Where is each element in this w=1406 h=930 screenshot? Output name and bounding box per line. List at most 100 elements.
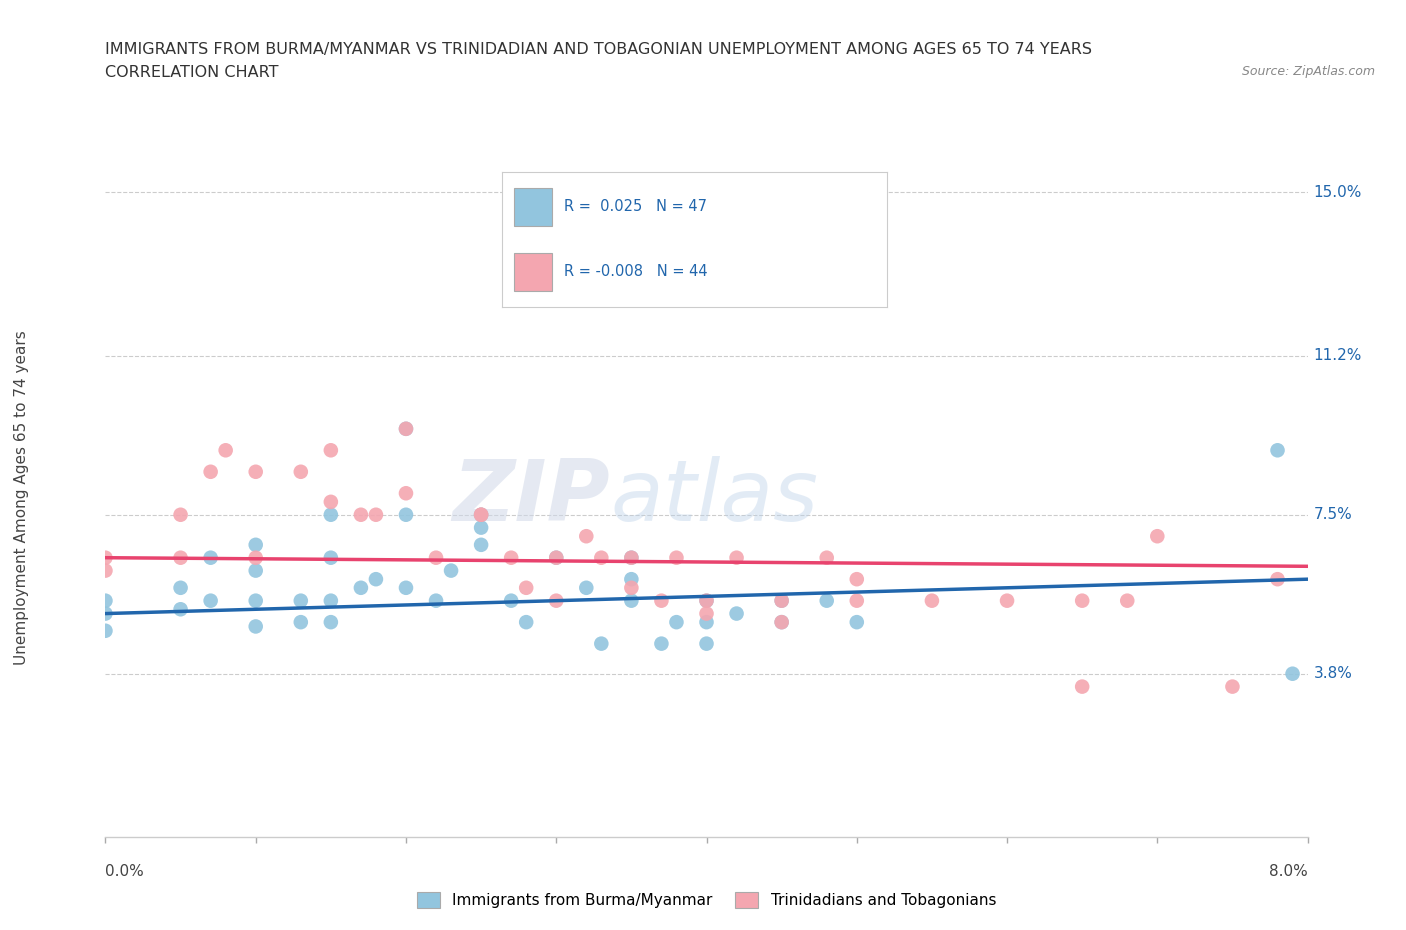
Point xyxy=(470,538,492,552)
Point xyxy=(515,615,537,630)
Point xyxy=(319,615,342,630)
Point xyxy=(515,580,537,595)
Point xyxy=(169,507,191,522)
Point xyxy=(395,485,418,500)
Point xyxy=(620,551,643,565)
Point xyxy=(94,623,117,638)
Point xyxy=(1071,679,1094,694)
Point xyxy=(546,551,568,565)
Text: Unemployment Among Ages 65 to 74 years: Unemployment Among Ages 65 to 74 years xyxy=(14,330,28,665)
Point xyxy=(501,593,523,608)
Point xyxy=(245,619,267,634)
Text: 8.0%: 8.0% xyxy=(1268,864,1308,879)
Point xyxy=(200,464,222,479)
Point xyxy=(770,615,793,630)
Point xyxy=(1267,572,1289,587)
Point xyxy=(290,615,312,630)
Point xyxy=(620,572,643,587)
Point xyxy=(319,495,342,510)
Point xyxy=(470,507,492,522)
Point xyxy=(290,593,312,608)
Point xyxy=(94,593,117,608)
Point xyxy=(995,593,1018,608)
Point xyxy=(546,593,568,608)
Point xyxy=(200,593,222,608)
Point xyxy=(395,580,418,595)
Point xyxy=(591,551,613,565)
Point xyxy=(921,593,943,608)
Legend: Immigrants from Burma/Myanmar, Trinidadians and Tobagonians: Immigrants from Burma/Myanmar, Trinidadi… xyxy=(411,886,1002,914)
Point xyxy=(245,538,267,552)
Point xyxy=(845,572,868,587)
Point xyxy=(169,551,191,565)
Point xyxy=(395,507,418,522)
Point xyxy=(1146,529,1168,544)
Point xyxy=(1267,443,1289,458)
Point xyxy=(546,551,568,565)
Point xyxy=(845,615,868,630)
Point xyxy=(364,572,387,587)
Text: 15.0%: 15.0% xyxy=(1313,185,1362,200)
Point xyxy=(245,464,267,479)
Point xyxy=(591,636,613,651)
Point xyxy=(470,520,492,535)
Point xyxy=(470,507,492,522)
Text: Source: ZipAtlas.com: Source: ZipAtlas.com xyxy=(1241,65,1375,78)
Point xyxy=(696,636,718,651)
Point xyxy=(245,564,267,578)
Point xyxy=(696,606,718,621)
Point xyxy=(440,564,463,578)
Point xyxy=(650,593,672,608)
Point xyxy=(470,507,492,522)
Point xyxy=(620,551,643,565)
Text: 3.8%: 3.8% xyxy=(1313,666,1353,681)
Point xyxy=(350,580,373,595)
Point xyxy=(319,593,342,608)
Point xyxy=(696,593,718,608)
Point xyxy=(94,606,117,621)
Point xyxy=(665,615,688,630)
Point xyxy=(214,443,236,458)
Point xyxy=(696,615,718,630)
Point xyxy=(650,636,672,651)
Point xyxy=(319,551,342,565)
Point xyxy=(665,551,688,565)
Point xyxy=(425,551,447,565)
Point xyxy=(725,551,748,565)
Point xyxy=(501,551,523,565)
Text: 0.0%: 0.0% xyxy=(105,864,145,879)
Point xyxy=(620,593,643,608)
Point xyxy=(245,551,267,565)
Text: CORRELATION CHART: CORRELATION CHART xyxy=(105,65,278,80)
Text: atlas: atlas xyxy=(610,456,818,539)
Point xyxy=(350,507,373,522)
Point xyxy=(94,564,117,578)
Point xyxy=(395,421,418,436)
Point xyxy=(770,615,793,630)
Point xyxy=(94,551,117,565)
Point xyxy=(770,593,793,608)
Point xyxy=(245,593,267,608)
Point xyxy=(575,580,598,595)
Point xyxy=(169,602,191,617)
Point xyxy=(364,507,387,522)
Point xyxy=(696,593,718,608)
Text: 7.5%: 7.5% xyxy=(1313,507,1353,523)
Point xyxy=(575,529,598,544)
Point xyxy=(1222,679,1244,694)
Text: ZIP: ZIP xyxy=(453,456,610,539)
Point xyxy=(620,580,643,595)
Point xyxy=(815,593,838,608)
Point xyxy=(425,593,447,608)
Point xyxy=(169,580,191,595)
Point xyxy=(725,606,748,621)
Point xyxy=(395,421,418,436)
Point xyxy=(319,507,342,522)
Point xyxy=(1281,666,1303,681)
Point xyxy=(1116,593,1139,608)
Point xyxy=(1071,593,1094,608)
Point xyxy=(815,551,838,565)
Point xyxy=(770,593,793,608)
Point xyxy=(200,551,222,565)
Point xyxy=(290,464,312,479)
